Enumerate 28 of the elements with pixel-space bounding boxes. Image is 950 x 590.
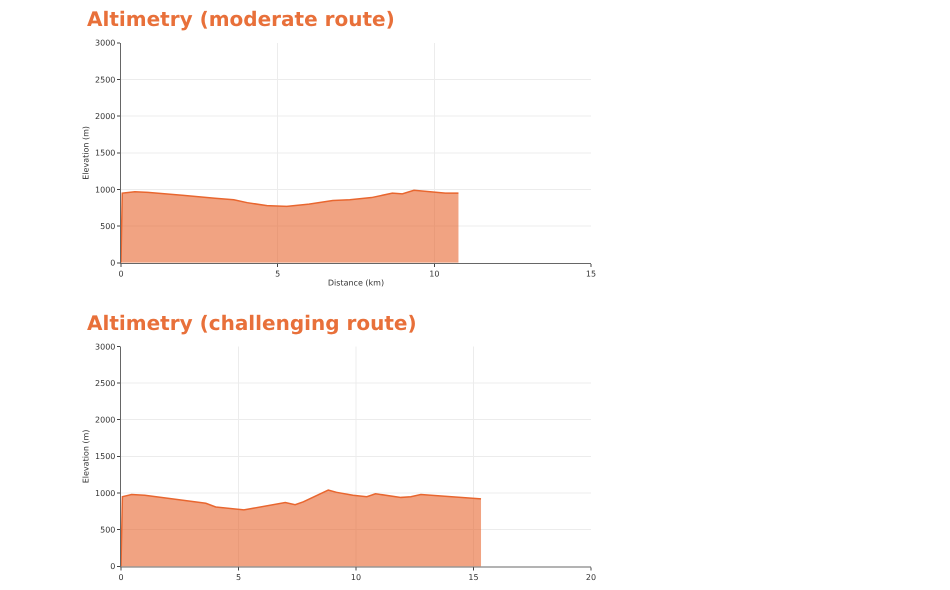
- y-tick-label: 2000: [95, 416, 116, 425]
- x-tick-label: 0: [118, 269, 124, 278]
- x-tick-label: 20: [586, 572, 596, 582]
- y-tick-label: 1500: [95, 452, 116, 462]
- y-tick-label: 2500: [95, 75, 116, 84]
- y-tick-label: 500: [100, 525, 116, 534]
- y-tick-label: 3000: [95, 38, 116, 48]
- x-tick-label: 0: [118, 572, 124, 582]
- x-tick-label: 10: [350, 572, 362, 582]
- y-tick-label: 1500: [95, 148, 116, 158]
- y-axis-title: Elevation (m): [82, 126, 91, 180]
- y-tick-label: 0: [110, 562, 116, 572]
- y-tick-label: 2500: [95, 378, 116, 388]
- chart-title: Altimetry (moderate route): [87, 7, 395, 31]
- y-tick-label: 500: [100, 222, 116, 231]
- y-tick-label: 0: [110, 258, 116, 268]
- x-tick-label: 15: [468, 572, 479, 582]
- x-tick-label: 5: [275, 269, 280, 278]
- y-tick-label: 3000: [95, 342, 116, 352]
- x-tick-label: 15: [586, 269, 596, 278]
- x-tick-label: 5: [236, 572, 242, 582]
- y-tick-label: 1000: [95, 185, 116, 194]
- y-tick-label: 2000: [95, 112, 116, 122]
- x-axis-title: Distance (km): [328, 278, 384, 288]
- y-axis-title: Elevation (m): [82, 430, 91, 484]
- y-tick-label: 1000: [95, 488, 116, 498]
- chart-title: Altimetry (challenging route): [87, 311, 417, 335]
- x-tick-label: 10: [429, 269, 440, 278]
